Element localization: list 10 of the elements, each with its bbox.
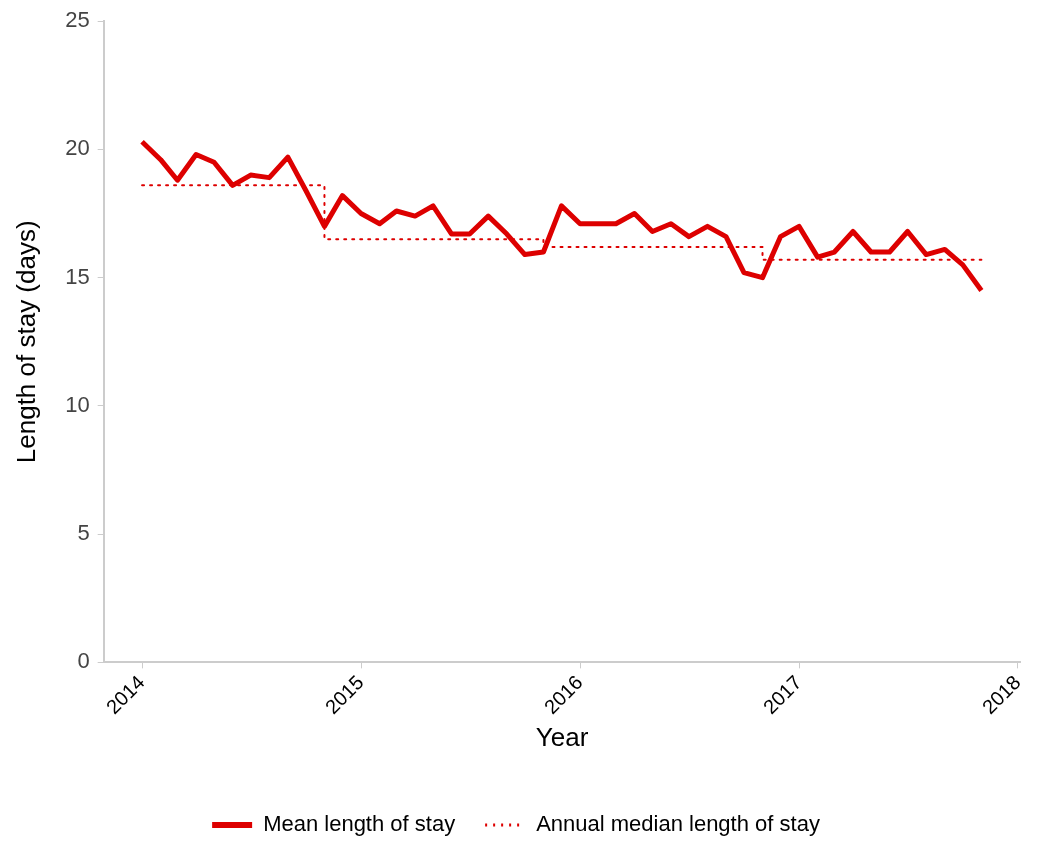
y-tick-label: 10 <box>65 391 90 417</box>
y-axis-title: Length of stay (days) <box>10 220 41 464</box>
y-tick-label: 5 <box>77 520 90 546</box>
legend-label: Annual median length of stay <box>536 811 820 837</box>
y-tick-label: 15 <box>65 263 90 289</box>
x-axis-title: Year <box>535 721 589 752</box>
legend-label: Mean length of stay <box>263 811 456 837</box>
y-tick-label: 25 <box>65 7 90 33</box>
y-tick-label: 20 <box>65 135 90 161</box>
y-tick-label: 0 <box>77 648 90 674</box>
